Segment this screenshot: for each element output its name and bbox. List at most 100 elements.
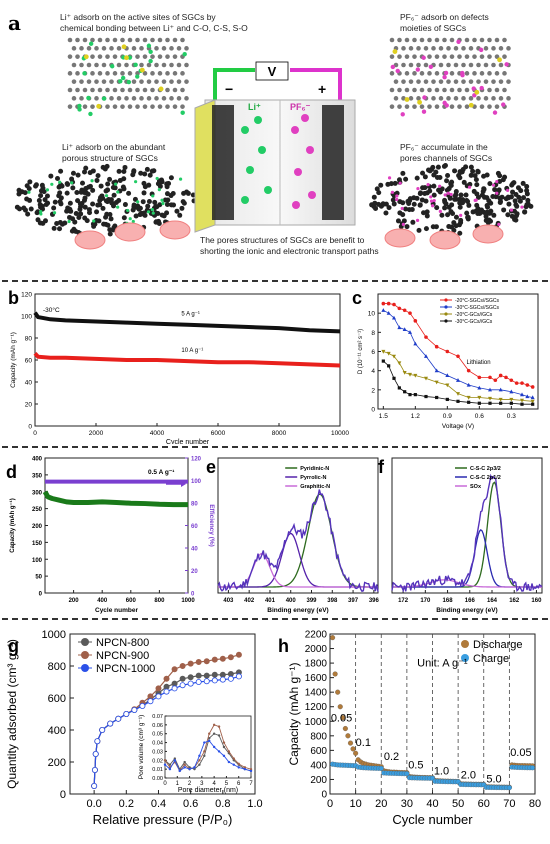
x-axis-label: Relative pressure (P/P₀) bbox=[93, 812, 233, 827]
data-point bbox=[179, 675, 186, 682]
y-tick-label: 0 bbox=[371, 407, 375, 414]
pore-ellipse bbox=[74, 230, 106, 250]
data-point bbox=[195, 659, 202, 666]
data-point bbox=[525, 394, 530, 399]
x-tick-label: 70 bbox=[503, 798, 515, 810]
rate-label-8: 0.05 bbox=[510, 747, 531, 759]
data-point bbox=[520, 402, 524, 406]
data-point bbox=[504, 375, 508, 380]
data-point bbox=[531, 402, 535, 406]
data-point bbox=[195, 679, 202, 686]
data-point bbox=[219, 676, 226, 683]
data-point bbox=[466, 395, 471, 400]
data-point bbox=[498, 373, 503, 378]
data-point bbox=[397, 386, 401, 390]
data-point bbox=[386, 310, 391, 315]
text-pf6-pores-2: pores channels of SGCs bbox=[400, 153, 492, 163]
data-point bbox=[467, 400, 471, 404]
pore-ellipse bbox=[472, 224, 504, 244]
y-tick-label: 200 bbox=[48, 757, 66, 769]
peak-2 bbox=[392, 529, 542, 588]
x-tick-label: 30 bbox=[401, 798, 413, 810]
data-point bbox=[506, 785, 512, 791]
inset-x-tick-label: 5 bbox=[225, 781, 229, 787]
x-tick-label: 10 bbox=[350, 798, 362, 810]
data-point bbox=[477, 395, 482, 400]
data-point bbox=[381, 301, 386, 306]
data-point bbox=[187, 680, 194, 687]
data-point bbox=[203, 672, 210, 679]
data-point bbox=[219, 655, 226, 662]
y-axis-label: Capacity (mAh g⁻¹) bbox=[10, 332, 17, 388]
data-point bbox=[203, 658, 210, 665]
inset-point bbox=[232, 763, 235, 766]
data-point bbox=[413, 373, 418, 378]
data-point bbox=[435, 395, 439, 400]
chart-g-h: 0.0 0.2 0.4 0.6 0.8 1.002004006008001000NPCN-… bbox=[5, 629, 541, 827]
x-tick-label: 2000 bbox=[89, 430, 104, 437]
axes: 1.5 1.2 0.9 0.6 0.3 0 2 4 6 8 10 Lithiation -20°C-SG… bbox=[368, 293, 539, 420]
data-point bbox=[402, 308, 407, 313]
peak-1 bbox=[392, 481, 542, 588]
x-tick-label: 1.5 bbox=[379, 413, 388, 420]
x-tick-label: 396 bbox=[369, 598, 380, 604]
legend-entry-2: Charge bbox=[473, 653, 509, 665]
data-point bbox=[530, 385, 535, 389]
inset-y-tick-label: 0.03 bbox=[152, 749, 163, 755]
legend-entry-1: NPCN-800 bbox=[96, 637, 149, 649]
peak-1 bbox=[218, 493, 379, 588]
y-tick-label: 400 bbox=[32, 457, 43, 463]
inset-point bbox=[232, 757, 235, 760]
x-tick-label: 0.6 bbox=[183, 798, 198, 810]
inset-point bbox=[183, 760, 186, 764]
x-tick-label: 1.0 bbox=[247, 798, 262, 810]
inset-x-tick-label: 7 bbox=[249, 781, 253, 787]
inset-point bbox=[168, 767, 172, 771]
inset-point bbox=[163, 759, 167, 762]
data-point bbox=[456, 378, 460, 382]
legend-entry-2: NPCN-900 bbox=[96, 650, 149, 662]
x-tick-label: 402 bbox=[244, 598, 255, 604]
panel-bc: 0 2000 4000 6000 8000 10000 0 20 40 60 80 100 120 5 A… bbox=[0, 282, 550, 444]
plus-sign: + bbox=[318, 81, 326, 97]
x-axis-label: Binding energy (eV) bbox=[436, 607, 497, 614]
x-tick-label: 166 bbox=[465, 598, 476, 604]
data-point bbox=[147, 698, 154, 705]
inset-x-tick-label: 2 bbox=[188, 781, 192, 787]
y-tick-label: 60 bbox=[25, 358, 33, 365]
axes: 403 402 401 400 399 398 397 396 Pyridinic-N Pyrro… bbox=[217, 457, 380, 604]
inset-x-tick-label: 3 bbox=[200, 781, 204, 787]
y-tick-label: 0 bbox=[321, 790, 327, 801]
data-point bbox=[163, 688, 170, 695]
legend-marker bbox=[444, 305, 448, 309]
inset-point bbox=[208, 739, 211, 742]
y2-tick-label: 0 bbox=[191, 592, 195, 598]
data-point bbox=[424, 394, 428, 399]
series-line-1 bbox=[33, 311, 341, 334]
inset-point bbox=[193, 767, 196, 771]
data-point bbox=[529, 765, 535, 771]
rate-label-2: 0.1 bbox=[356, 737, 371, 749]
inset-point bbox=[173, 759, 177, 762]
inset-x-axis-label: Pore diameter (nm) bbox=[178, 787, 238, 794]
rate-label-3: 0.2 bbox=[384, 751, 399, 763]
data-point bbox=[381, 308, 386, 312]
data-point bbox=[408, 330, 412, 334]
y-tick-label: 1400 bbox=[305, 688, 328, 699]
x-tick-label: 0.2 bbox=[119, 798, 134, 810]
inset-y-tick-label: 0.00 bbox=[152, 776, 163, 782]
data-point bbox=[392, 376, 396, 380]
inset-point bbox=[222, 754, 226, 758]
rate-label-7: 5.0 bbox=[486, 773, 501, 785]
y-tick-label: 80 bbox=[25, 336, 33, 343]
inset-point bbox=[163, 763, 167, 766]
x-tick-label: 1000 bbox=[181, 598, 195, 604]
data-point bbox=[345, 733, 351, 739]
y-tick-label: 800 bbox=[48, 661, 66, 673]
inset-point bbox=[217, 725, 221, 728]
data-point bbox=[211, 671, 218, 678]
y-tick-label: 400 bbox=[48, 725, 66, 737]
series-label-2: 10 A g⁻¹ bbox=[181, 348, 203, 354]
data-point bbox=[445, 349, 450, 354]
y-tick-label: 200 bbox=[32, 524, 43, 530]
